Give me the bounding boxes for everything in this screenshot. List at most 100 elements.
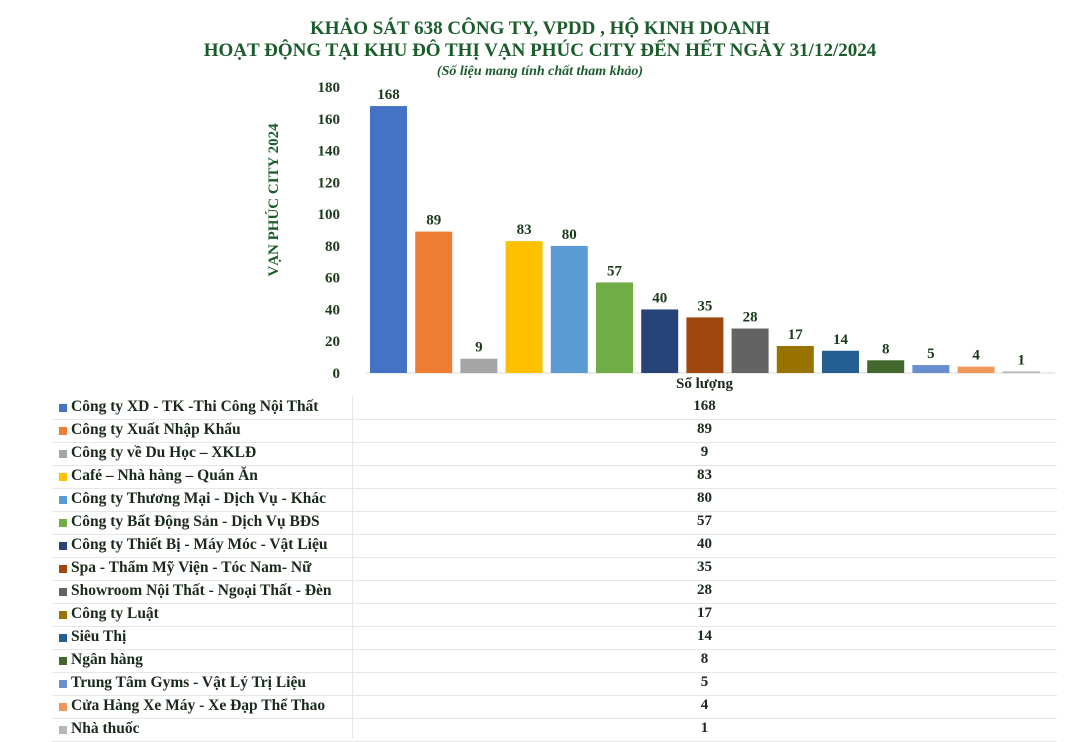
category-value: 17 bbox=[697, 605, 712, 621]
category-value: 5 bbox=[700, 674, 709, 690]
data-label-9: 28 bbox=[743, 310, 758, 326]
data-label-2: 89 bbox=[426, 213, 441, 229]
bar-3 bbox=[460, 358, 498, 373]
data-label-14: 4 bbox=[972, 348, 980, 364]
category-value: 57 bbox=[697, 513, 712, 529]
y-tick-label: 0 bbox=[333, 366, 341, 380]
y-tick-label: 60 bbox=[325, 271, 340, 287]
category-label: Công ty về Du Học – XKLĐ bbox=[71, 444, 257, 461]
table-row: Café – Nhà hàng – Quán Ăn 83 bbox=[52, 465, 1057, 489]
legend-key bbox=[59, 680, 67, 688]
data-label-10: 17 bbox=[788, 327, 804, 343]
legend-key bbox=[59, 611, 67, 619]
y-tick-label: 160 bbox=[318, 112, 341, 128]
legend-key bbox=[59, 404, 67, 412]
legend-key bbox=[59, 565, 67, 573]
legend-key bbox=[59, 588, 67, 596]
legend-key bbox=[59, 634, 67, 642]
category-value: 80 bbox=[697, 490, 712, 506]
y-tick-label: 20 bbox=[325, 334, 340, 350]
legend-key bbox=[59, 473, 67, 481]
data-label-4: 83 bbox=[517, 222, 532, 238]
category-label: Công ty Luật bbox=[71, 605, 159, 622]
y-tick-label: 100 bbox=[318, 207, 341, 223]
bar-4 bbox=[505, 241, 543, 373]
table-row: Công ty Thiết Bị - Máy Móc - Vật Liệu 40 bbox=[52, 534, 1057, 558]
x-axis-label: Số lượng bbox=[676, 376, 733, 392]
legend-key bbox=[59, 496, 67, 504]
y-tick-label: 140 bbox=[318, 144, 341, 160]
category-label: Công ty XD - TK -Thi Công Nội Thất bbox=[71, 398, 319, 415]
data-label-1: 168 bbox=[377, 87, 400, 103]
category-label: Công ty Thiết Bị - Máy Móc - Vật Liệu bbox=[71, 536, 328, 553]
bar-13 bbox=[912, 365, 950, 373]
y-tick-label: 40 bbox=[325, 302, 340, 318]
bar-12 bbox=[867, 360, 905, 373]
table-row: Công ty XD - TK -Thi Công Nội Thất 168 bbox=[52, 396, 1057, 420]
bar-8 bbox=[686, 317, 724, 373]
category-value: 4 bbox=[700, 697, 709, 713]
table-row: Công ty Thương Mại - Dịch Vụ - Khác 80 bbox=[52, 488, 1057, 512]
bar-14 bbox=[957, 366, 995, 373]
data-label-11: 14 bbox=[833, 332, 849, 348]
category-value: 168 bbox=[693, 398, 716, 414]
data-label-15: 1 bbox=[1018, 352, 1026, 368]
legend-key bbox=[59, 519, 67, 527]
chart-subtitle: (Số liệu mang tính chất tham khảo) bbox=[436, 64, 644, 79]
category-label: Nhà thuốc bbox=[71, 720, 140, 737]
category-label: Spa - Thẩm Mỹ Viện - Tóc Nam- Nữ bbox=[71, 559, 312, 576]
data-label-7: 40 bbox=[652, 290, 667, 306]
bar-1 bbox=[370, 106, 407, 374]
table-row: Siêu Thị 14 bbox=[52, 626, 1057, 650]
table-row: Công ty Bất Động Sản - Dịch Vụ BĐS 57 bbox=[52, 511, 1057, 535]
category-value: 1 bbox=[700, 720, 709, 736]
category-label: Công ty Bất Động Sản - Dịch Vụ BĐS bbox=[71, 513, 320, 530]
bar-chart: 0 20 40 60 80 100 120 140 160 180 168 89 9 83 80 57 40 35… bbox=[318, 80, 1055, 380]
data-label-13: 5 bbox=[927, 346, 935, 362]
legend-key bbox=[59, 450, 67, 458]
table-row: Spa - Thẩm Mỹ Viện - Tóc Nam- Nữ 35 bbox=[52, 557, 1057, 581]
legend-key bbox=[59, 703, 67, 711]
bar-9 bbox=[731, 328, 769, 373]
y-tick-label: 80 bbox=[325, 239, 340, 255]
legend-key bbox=[59, 657, 67, 665]
data-label-5: 80 bbox=[562, 227, 577, 243]
bar-6 bbox=[596, 282, 633, 373]
table-row: Công ty Xuất Nhập Khẩu 89 bbox=[52, 419, 1057, 443]
category-value: 9 bbox=[700, 444, 709, 460]
category-value: 28 bbox=[697, 582, 712, 598]
legend-key bbox=[59, 542, 67, 550]
chart-title-line2: HOẠT ĐỘNG TẠI KHU ĐÔ THỊ VẠN PHÚC CITY Đ… bbox=[203, 40, 877, 61]
category-value: 40 bbox=[697, 536, 712, 552]
table-row: Showroom Nội Thất - Ngoại Thất - Đèn 28 bbox=[52, 580, 1057, 604]
table-row: Trung Tâm Gyms - Vật Lý Trị Liệu 5 bbox=[52, 672, 1057, 696]
category-label: Showroom Nội Thất - Ngoại Thất - Đèn bbox=[71, 582, 332, 599]
category-label: Siêu Thị bbox=[71, 628, 127, 645]
bar-10 bbox=[776, 345, 814, 373]
table-row: Cửa Hàng Xe Máy - Xe Đạp Thể Thao 4 bbox=[52, 695, 1057, 719]
table-divider bbox=[352, 396, 353, 738]
bar-2 bbox=[415, 231, 453, 373]
bar-15 bbox=[1002, 371, 1040, 373]
table-row: Công ty Luật 17 bbox=[52, 603, 1057, 627]
table-row: Ngân hàng 8 bbox=[52, 649, 1057, 673]
legend-key bbox=[59, 427, 67, 435]
category-value: 35 bbox=[697, 559, 712, 575]
category-value: 14 bbox=[697, 628, 712, 644]
data-label-12: 8 bbox=[882, 341, 890, 357]
bar-5 bbox=[550, 245, 588, 373]
data-label-8: 35 bbox=[697, 298, 712, 314]
category-value: 83 bbox=[697, 467, 712, 483]
table-row: Nhà thuốc 1 bbox=[52, 718, 1057, 742]
category-label: Trung Tâm Gyms - Vật Lý Trị Liệu bbox=[71, 674, 306, 691]
category-label: Công ty Thương Mại - Dịch Vụ - Khác bbox=[71, 490, 327, 507]
category-label: Café – Nhà hàng – Quán Ăn bbox=[71, 467, 258, 484]
table-row: Công ty về Du Học – XKLĐ 9 bbox=[52, 442, 1057, 466]
data-label-3: 9 bbox=[475, 340, 483, 356]
category-value: 89 bbox=[697, 421, 712, 437]
bar-11 bbox=[822, 350, 859, 373]
category-label: Công ty Xuất Nhập Khẩu bbox=[71, 421, 241, 438]
y-tick-label: 180 bbox=[318, 80, 341, 96]
category-label: Ngân hàng bbox=[71, 651, 143, 668]
chart-title-line1: KHẢO SÁT 638 CÔNG TY, VPDD , HỘ KINH DOA… bbox=[309, 18, 771, 39]
